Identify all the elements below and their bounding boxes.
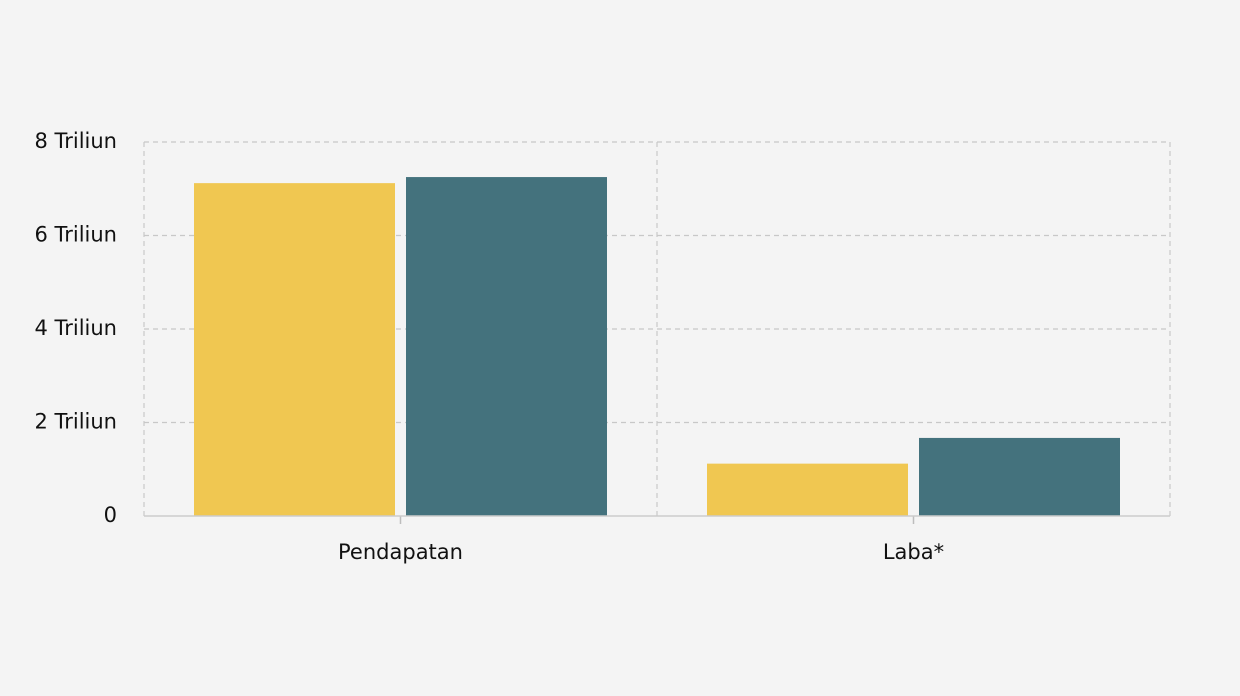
- bar-pendapatan-series-1: [194, 183, 395, 516]
- y-tick-label: 4 Triliun: [34, 316, 117, 340]
- bar-layer: [194, 177, 1120, 516]
- x-tick-label: Pendapatan: [338, 540, 463, 564]
- y-tick-label: 0: [104, 503, 117, 527]
- y-tick-label: 8 Triliun: [34, 129, 117, 153]
- axis-layer: [144, 515, 1170, 524]
- x-tick-label: Laba*: [883, 540, 944, 564]
- label-layer: 0 2 Triliun 4 Triliun 6 Triliun 8 Triliun Pen…: [34, 129, 944, 564]
- y-tick-label: 6 Triliun: [34, 223, 117, 247]
- y-tick-label: 2 Triliun: [34, 410, 117, 434]
- bar-laba-series-1: [707, 463, 908, 516]
- bar-pendapatan-series-2: [406, 177, 607, 516]
- bar-laba-series-2: [919, 437, 1120, 516]
